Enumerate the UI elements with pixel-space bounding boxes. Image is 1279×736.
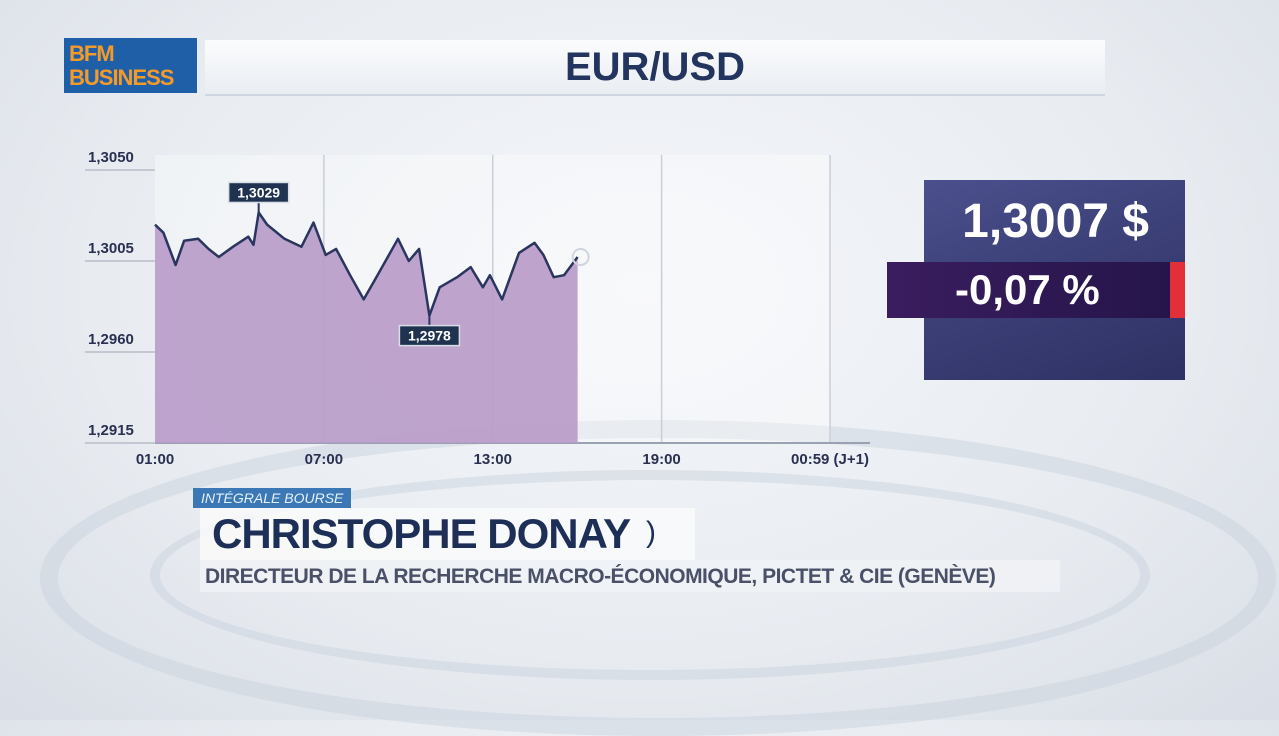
x-tick-label: 01:00	[136, 451, 174, 468]
program-tag: INTÉGRALE BOURSE	[193, 488, 351, 508]
change-direction-marker	[1170, 262, 1185, 318]
name-box: CHRISTOPHE DONAY )	[200, 508, 695, 560]
guest-name: CHRISTOPHE DONAY	[212, 510, 630, 558]
y-tick-label: 1,3005	[88, 240, 134, 257]
x-tick-label: 19:00	[642, 451, 680, 468]
annotation-label: 1,2978	[408, 328, 451, 344]
x-tick-label: 00:59 (J+1)	[791, 451, 869, 468]
name-suffix: )	[646, 516, 656, 550]
guest-title: DIRECTEUR DE LA RECHERCHE MACRO-ÉCONOMIQ…	[205, 565, 995, 589]
x-tick-label: 13:00	[474, 451, 512, 468]
guest-title-box: DIRECTEUR DE LA RECHERCHE MACRO-ÉCONOMIQ…	[200, 560, 1060, 592]
x-tick-label: 07:00	[305, 451, 343, 468]
y-tick-label: 1,3050	[88, 149, 134, 166]
change-band: -0,07 %	[887, 262, 1170, 318]
current-price: 1,3007 $	[962, 194, 1149, 249]
annotation-label: 1,3029	[237, 184, 280, 200]
y-tick-label: 1,2915	[88, 422, 134, 439]
percent-change: -0,07 %	[955, 266, 1100, 314]
y-tick-label: 1,2960	[88, 331, 134, 348]
